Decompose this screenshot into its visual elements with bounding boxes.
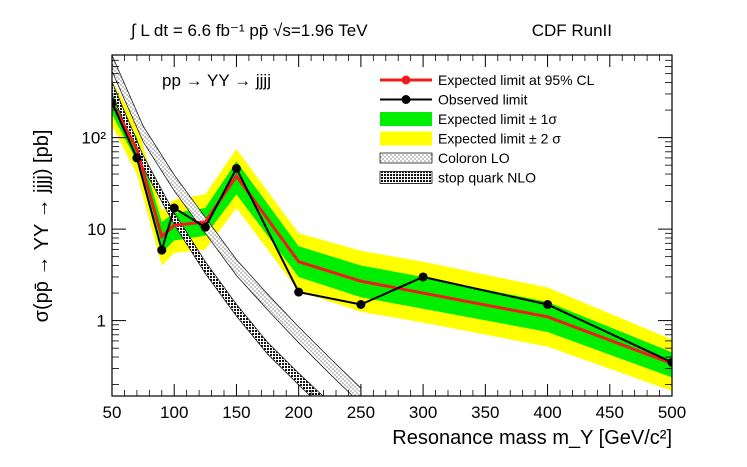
legend-band1-swatch <box>380 112 432 126</box>
y-axis-title: σ(pp̄ → YY → jjjj) [pb] <box>31 130 53 323</box>
x-tick-label: 300 <box>409 403 437 422</box>
y-tick-label: 10² <box>81 129 106 148</box>
observed-point <box>169 203 179 213</box>
legend-label-observed: Observed limit <box>438 92 528 108</box>
x-tick-label: 150 <box>222 403 250 422</box>
x-tick-label: 400 <box>533 403 561 422</box>
observed-point <box>112 98 117 108</box>
observed-point <box>132 153 142 163</box>
observed-point <box>418 272 428 282</box>
x-tick-label: 50 <box>103 403 122 422</box>
axes: 50 100 150 200 250 300 350 400 450 500 1 10 10² <box>81 54 686 422</box>
y-tick-label: 10 <box>87 220 106 239</box>
legend-label-band1: Expected limit ± 1σ <box>438 111 557 127</box>
legend-observed-marker <box>401 95 411 104</box>
legend-label-band2: Expected limit ± 2 σ <box>438 131 561 147</box>
x-tick-label: 350 <box>471 403 499 422</box>
plot-area <box>112 55 672 396</box>
process-label: pp → YY → jjjj <box>162 71 271 90</box>
x-tick-label: 450 <box>596 403 624 422</box>
x-tick-label: 100 <box>160 403 188 422</box>
observed-point <box>157 245 167 255</box>
legend-expected-marker <box>401 75 411 85</box>
legend-stop-swatch <box>379 171 433 184</box>
observed-point <box>200 222 210 232</box>
observed-point <box>543 300 553 310</box>
legend: Expected limit at 95% CL Observed limit Ex… <box>379 72 595 186</box>
legend-label-stop: stop quark NLO <box>438 170 536 186</box>
stop-band <box>112 81 324 396</box>
legend-label-expected: Expected limit at 95% CL <box>438 72 595 88</box>
luminosity-label: ∫ L dt = 6.6 fb⁻¹ pp̄ √s=1.96 TeV <box>130 21 368 40</box>
legend-coloron-swatch <box>379 152 433 164</box>
expected-limit-line <box>112 102 672 365</box>
observed-point <box>667 357 672 367</box>
x-tick-label: 250 <box>347 403 375 422</box>
legend-band2-swatch <box>380 131 432 146</box>
observed-point <box>356 300 366 310</box>
plot-frame <box>111 54 673 397</box>
x-tick-label: 500 <box>658 403 686 422</box>
x-axis-title: Resonance mass m_Y [GeV/c²] <box>392 427 672 449</box>
x-tick-label: 200 <box>284 403 312 422</box>
experiment-label: CDF RunII <box>532 21 612 40</box>
observed-point <box>231 163 241 173</box>
band-1sigma <box>112 92 672 378</box>
y-tick-label: 1 <box>97 312 106 331</box>
observed-point <box>294 287 304 297</box>
coloron-band <box>112 55 362 396</box>
legend-label-coloron: Coloron LO <box>438 150 510 166</box>
